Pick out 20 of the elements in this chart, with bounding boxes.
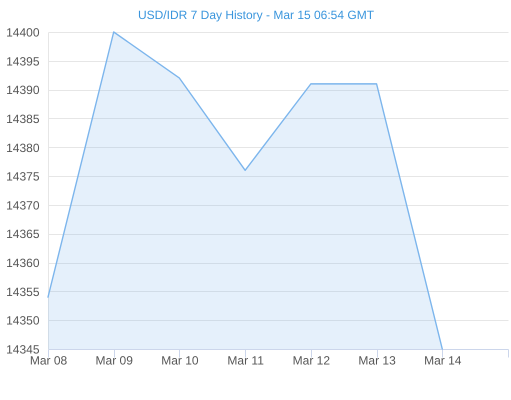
y-tick-label: 14345 [6,342,40,356]
y-tick-label: 14385 [6,112,40,126]
x-tick-label: Mar 10 [161,354,199,368]
chart-title: USD/IDR 7 Day History - Mar 15 06:54 GMT [138,8,375,22]
x-tick-label: Mar 08 [30,354,68,368]
y-tick-label: 14350 [6,314,40,328]
y-tick-label: 14390 [6,83,40,98]
y-tick-label: 14355 [6,284,40,299]
x-tick-label: Mar 09 [96,354,134,368]
y-tick-label: 14375 [6,170,40,184]
y-tick-label: 14380 [6,140,40,155]
x-tick-label: Mar 12 [292,354,330,368]
y-tick-label: 14395 [6,54,40,68]
y-tick-label: 14370 [6,198,40,212]
y-tick-label: 14360 [6,256,40,270]
x-tick-label: Mar 14 [424,354,462,368]
y-tick-label: 14400 [6,26,40,40]
x-tick-label: Mar 13 [358,354,396,368]
y-tick-label: 14365 [6,227,40,242]
x-tick-label: Mar 11 [227,354,264,368]
